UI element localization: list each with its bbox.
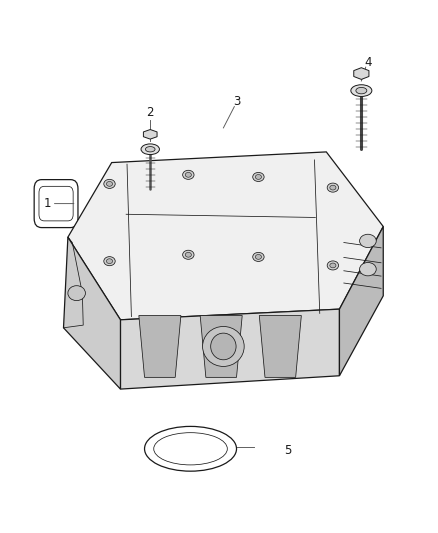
Ellipse shape [253,253,264,262]
FancyBboxPatch shape [254,225,302,270]
Ellipse shape [183,250,194,260]
Ellipse shape [141,144,159,155]
Ellipse shape [183,170,194,179]
Ellipse shape [202,326,244,367]
Ellipse shape [255,255,261,260]
Ellipse shape [68,286,85,301]
Ellipse shape [106,181,113,187]
FancyBboxPatch shape [259,230,297,265]
Polygon shape [259,316,301,377]
Text: 5: 5 [285,444,292,457]
Ellipse shape [104,257,115,266]
Ellipse shape [255,174,261,179]
Ellipse shape [360,263,376,276]
Text: 4: 4 [364,56,372,69]
Polygon shape [120,309,339,389]
FancyBboxPatch shape [136,174,175,209]
FancyBboxPatch shape [132,169,179,214]
Polygon shape [143,130,157,139]
FancyBboxPatch shape [125,233,164,268]
FancyBboxPatch shape [189,224,236,269]
FancyBboxPatch shape [193,229,232,264]
Polygon shape [68,152,383,320]
FancyBboxPatch shape [265,167,313,212]
Text: 2: 2 [146,107,154,119]
Ellipse shape [330,263,336,268]
Text: 3: 3 [233,95,240,108]
Ellipse shape [185,253,191,257]
Polygon shape [339,227,383,376]
Ellipse shape [360,235,376,248]
Ellipse shape [104,179,115,189]
Polygon shape [200,316,242,377]
Text: 1: 1 [43,197,51,210]
FancyBboxPatch shape [121,228,168,273]
Ellipse shape [185,172,191,177]
FancyBboxPatch shape [270,172,308,207]
Ellipse shape [327,183,339,192]
Polygon shape [354,68,369,79]
FancyBboxPatch shape [204,170,243,205]
Ellipse shape [253,172,264,181]
Polygon shape [64,237,120,389]
Ellipse shape [351,85,372,96]
Polygon shape [139,316,181,377]
Ellipse shape [211,333,236,360]
Ellipse shape [145,147,155,152]
Ellipse shape [106,259,113,264]
Ellipse shape [356,87,367,94]
Ellipse shape [330,185,336,190]
Ellipse shape [327,261,339,270]
FancyBboxPatch shape [200,165,247,210]
